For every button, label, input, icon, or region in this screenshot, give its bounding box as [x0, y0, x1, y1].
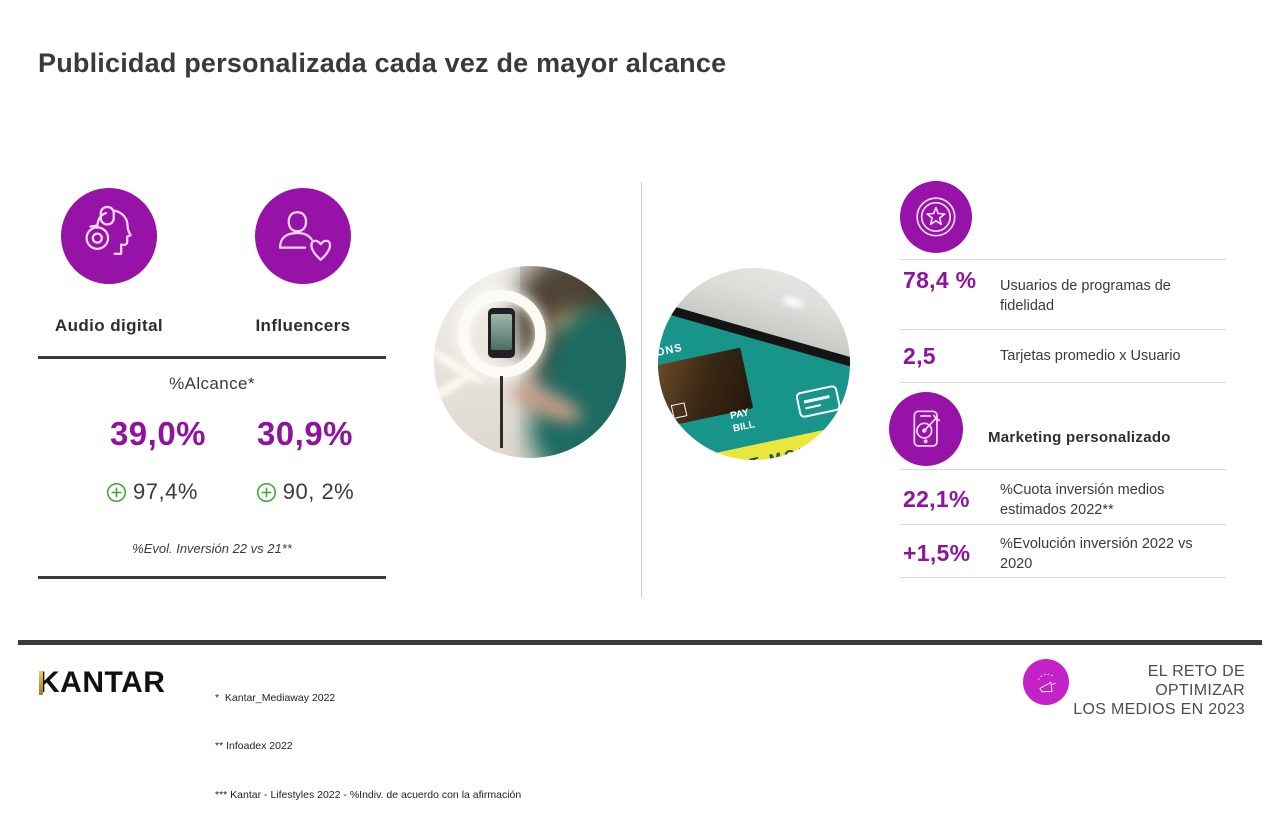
campaign-badge-circle — [1023, 659, 1069, 705]
credit-card-icon — [794, 384, 842, 419]
right-panel-sep — [900, 382, 1226, 383]
ring-light — [458, 290, 546, 378]
headphones-person-icon — [85, 206, 133, 256]
right-panel-sep — [900, 577, 1226, 578]
billing-app-photo: -ONS 1 DAY LEFT BILLING New charges £8.6… — [658, 268, 850, 460]
table-highlight — [827, 283, 850, 303]
influencer-photo — [434, 266, 626, 458]
cuota-inversion-label: %Cuota inversión medios estimados 2022** — [1000, 482, 1165, 518]
right-panel-sep — [900, 329, 1226, 330]
loyalty-users-value: 78,4 % — [903, 267, 977, 293]
addons-label: -ONS — [658, 341, 684, 360]
plus-circle-icon — [256, 482, 276, 502]
footer-tagline-line1: EL RETO DE OPTIMIZAR — [1147, 663, 1245, 700]
center-divider — [641, 182, 642, 598]
left-panel-top-rule — [38, 356, 386, 359]
ring-light-stand — [500, 376, 503, 448]
audio-digital-label: Audio digital — [54, 316, 164, 335]
left-panel-bottom-rule — [38, 576, 386, 579]
marketing-phone-circle — [889, 392, 963, 466]
evol-note: %Evol. Inversión 22 vs 21** — [132, 541, 292, 556]
pay-bill-label: PAY BILL — [729, 407, 756, 435]
influencers-alcance-value: 30,9% — [256, 415, 354, 452]
kantar-logo: KANTAR — [38, 668, 165, 698]
right-panel-sep — [900, 259, 1226, 260]
influencers-evol-row: 90, 2% — [215, 479, 395, 505]
footnote-line: * Kantar_Mediaway 2022 — [215, 691, 336, 704]
page-title: Publicidad personalizada cada vez de may… — [38, 48, 727, 78]
evolucion-inversion-label: %Evolución inversión 2022 vs 2020 — [1000, 536, 1193, 572]
right-panel-sep — [900, 469, 1226, 470]
evolucion-inversion-value: +1,5% — [903, 540, 971, 566]
loyalty-users-label: Usuarios de programas de fidelidad — [1000, 278, 1171, 314]
influencers-label: Influencers — [255, 316, 351, 335]
footer-tagline: EL RETO DE OPTIMIZAR LOS MEDIOS EN 2023 — [1065, 662, 1245, 720]
footer-rule — [18, 640, 1262, 645]
kantar-gold-bar — [39, 671, 43, 695]
table-highlight — [781, 295, 805, 310]
plus-circle-icon — [107, 482, 127, 502]
megaphone-icon — [1038, 673, 1056, 693]
footer-tagline-line2: LOS MEDIOS EN 2023 — [1073, 701, 1245, 719]
influencers-evol-value: 90, 2% — [282, 479, 355, 504]
phone-on-ring-light — [488, 308, 515, 358]
phone-target-icon — [913, 410, 941, 448]
cards-per-user-value: 2,5 — [903, 343, 936, 369]
audio-digital-evol-value: 97,4% — [133, 479, 198, 504]
audio-digital-evol-row: 97,4% — [62, 479, 242, 505]
audio-digital-alcance-value: 39,0% — [109, 415, 207, 452]
audio-digital-circle — [61, 188, 157, 284]
cuota-inversion-value: 22,1% — [903, 486, 970, 512]
phone-screen — [491, 314, 512, 350]
right-panel-sep — [900, 524, 1226, 525]
influencers-circle — [255, 188, 351, 284]
footnote-line: *** Kantar - Lifestyles 2022 - %Indiv. d… — [215, 789, 522, 802]
person-heart-icon — [279, 211, 332, 262]
qr-icon — [670, 402, 688, 419]
footnotes: * Kantar_Mediaway 2022 ** Infoadex 2022 … — [215, 657, 521, 820]
marketing-personalizado-title: Marketing personalizado — [988, 429, 1171, 446]
alcance-header: %Alcance* — [169, 374, 255, 393]
footnote-line: ** Infoadex 2022 — [215, 740, 293, 753]
kantar-logo-text: KANTAR — [38, 666, 166, 699]
loyalty-badge-circle — [900, 181, 972, 253]
loyalty-badge-icon — [916, 197, 956, 237]
cards-per-user-label: Tarjetas promedio x Usuario — [1000, 348, 1181, 364]
